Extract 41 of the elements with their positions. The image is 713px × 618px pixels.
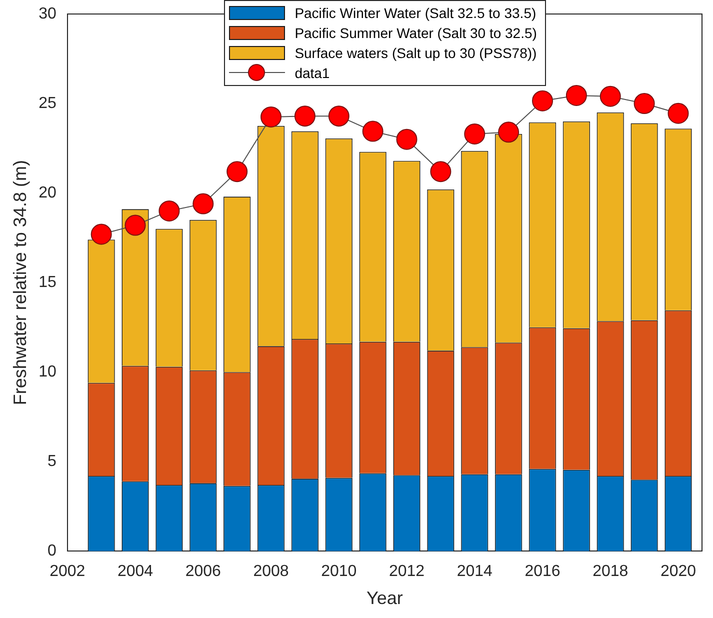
point	[294, 106, 316, 127]
legend-label: Pacific Winter Water (Salt 32.5 to 33.5)	[294, 4, 536, 23]
point	[498, 122, 520, 143]
point	[158, 200, 180, 222]
y-tick-label: 30	[38, 5, 56, 22]
point	[260, 106, 282, 128]
y-tick-label: 15	[38, 274, 56, 292]
point	[566, 84, 587, 106]
point	[396, 128, 418, 150]
x-tick-label: 2014	[456, 563, 493, 580]
point	[362, 120, 384, 142]
point	[600, 86, 621, 107]
y-tick-label: 5	[47, 453, 56, 470]
y-tick-label: 10	[38, 364, 56, 381]
y-tick-label: 20	[38, 184, 56, 202]
point	[464, 123, 486, 144]
x-tick-label: 2012	[388, 563, 425, 580]
point	[532, 90, 553, 112]
x-tick-label: 2016	[524, 563, 560, 580]
point	[192, 193, 214, 214]
x-axis-title: Year	[366, 588, 403, 608]
legend-label: data1	[294, 64, 330, 83]
legend-label: Surface waters (Salt up to 30 (PSS78))	[294, 44, 537, 63]
y-axis-title: Freshwater relative to 34.8 (m)	[10, 160, 30, 406]
x-tick-label: 2002	[50, 563, 86, 580]
x-tick-label: 2010	[321, 563, 357, 580]
point	[328, 106, 350, 127]
point	[668, 102, 689, 124]
x-tick-label: 2004	[117, 563, 154, 580]
legend-label: Pacific Summer Water (Salt 30 to 32.5)	[294, 24, 537, 43]
x-tick-label: 2018	[592, 563, 628, 580]
y-tick-label: 25	[38, 94, 56, 112]
x-tick-label: 2006	[185, 563, 222, 580]
point	[90, 224, 112, 245]
x-tick-label: 2020	[660, 563, 696, 580]
point	[634, 93, 655, 114]
point	[430, 161, 452, 182]
x-tick-label: 2008	[253, 563, 289, 580]
y-tick-label: 0	[47, 542, 56, 560]
point	[124, 214, 146, 236]
point	[226, 161, 248, 182]
